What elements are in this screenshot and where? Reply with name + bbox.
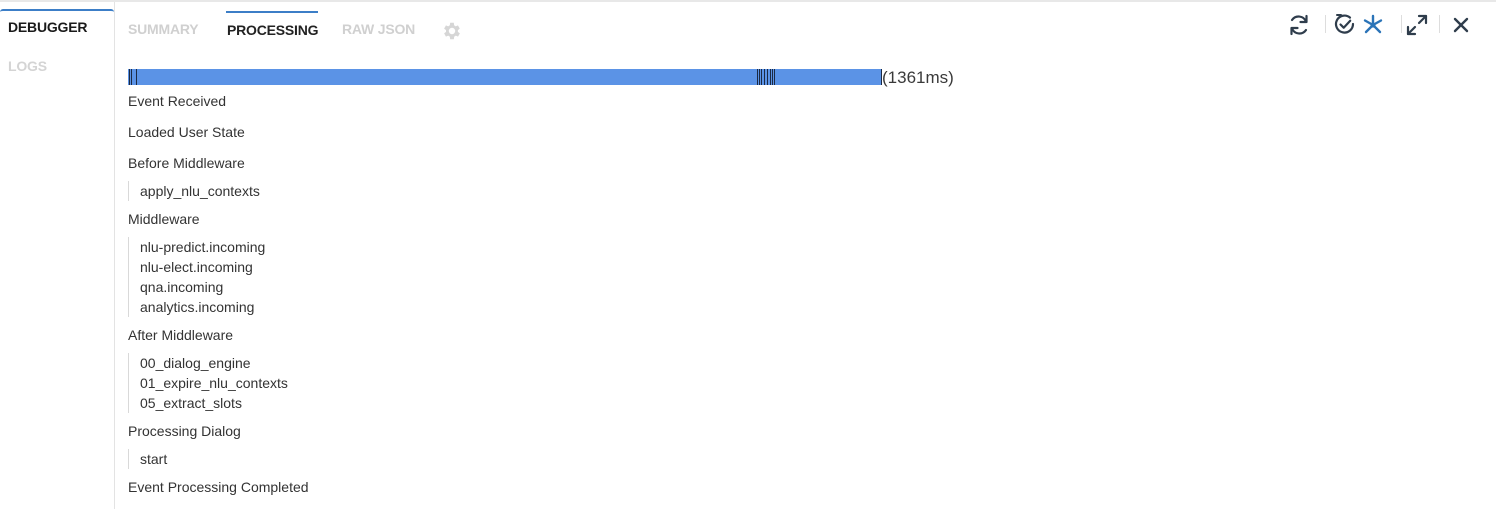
list-item: 05_extract_slots — [140, 395, 242, 411]
timeline-marker — [759, 69, 760, 85]
tab-summary[interactable]: SUMMARY — [128, 21, 199, 37]
middleware-list: nlu-predict.incoming nlu-elect.incoming … — [128, 237, 265, 317]
toolbar-separator — [1325, 15, 1326, 33]
list-item: apply_nlu_contexts — [140, 183, 260, 199]
tab-raw-json[interactable]: RAW JSON — [342, 21, 416, 37]
list-item: nlu-elect.incoming — [140, 259, 253, 275]
timeline: (1361ms) — [128, 66, 1328, 87]
timeline-duration: (1361ms) — [882, 68, 954, 87]
top-border — [0, 0, 1496, 2]
toolbar-separator — [1439, 15, 1440, 33]
timeline-marker — [757, 69, 758, 85]
timeline-marker — [131, 69, 132, 85]
toolbar-separator — [1401, 15, 1402, 33]
step-after-middleware: After Middleware — [128, 327, 234, 343]
refresh-icon[interactable] — [1286, 12, 1312, 38]
timeline-marker — [770, 69, 771, 85]
tab-processing[interactable]: PROCESSING — [226, 11, 319, 41]
list-item: qna.incoming — [140, 279, 224, 295]
before-middleware-list: apply_nlu_contexts — [128, 181, 260, 201]
tab-bar: SUMMARY PROCESSING RAW JSON — [115, 2, 1496, 42]
step-event-received: Event Received — [128, 93, 227, 109]
timeline-bar[interactable] — [128, 69, 882, 85]
list-item: analytics.incoming — [140, 299, 255, 315]
expand-icon[interactable] — [1404, 12, 1430, 38]
spark-icon[interactable] — [1360, 12, 1386, 38]
step-before-middleware: Before Middleware — [128, 155, 245, 171]
close-icon[interactable] — [1448, 12, 1474, 38]
gear-icon[interactable] — [441, 20, 463, 42]
list-item: 01_expire_nlu_contexts — [140, 375, 288, 391]
step-middleware: Middleware — [128, 211, 200, 227]
timeline-marker — [881, 69, 882, 85]
timeline-marker — [772, 69, 773, 85]
step-loaded-user-state: Loaded User State — [128, 124, 245, 140]
sidebar-tab-logs[interactable]: LOGS — [8, 58, 47, 74]
timeline-marker — [764, 69, 765, 85]
step-processing-dialog: Processing Dialog — [128, 423, 241, 439]
sidebar: DEBUGGER LOGS — [0, 2, 115, 509]
list-item: start — [140, 451, 168, 467]
step-event-processing-completed: Event Processing Completed — [128, 479, 309, 495]
processing-dialog-list: start — [128, 449, 167, 469]
timeline-marker — [129, 69, 130, 85]
sidebar-tab-debugger[interactable]: DEBUGGER — [0, 9, 114, 43]
timeline-marker — [136, 69, 137, 85]
processing-panel: (1361ms) Event Received Loaded User Stat… — [128, 66, 1328, 495]
list-item: 00_dialog_engine — [140, 355, 251, 371]
after-middleware-list: 00_dialog_engine 01_expire_nlu_contexts … — [128, 353, 288, 413]
list-item: nlu-predict.incoming — [140, 239, 266, 255]
clock-check-icon[interactable] — [1332, 12, 1358, 38]
timeline-marker — [774, 69, 775, 85]
timeline-marker — [767, 69, 768, 85]
timeline-marker — [761, 69, 762, 85]
